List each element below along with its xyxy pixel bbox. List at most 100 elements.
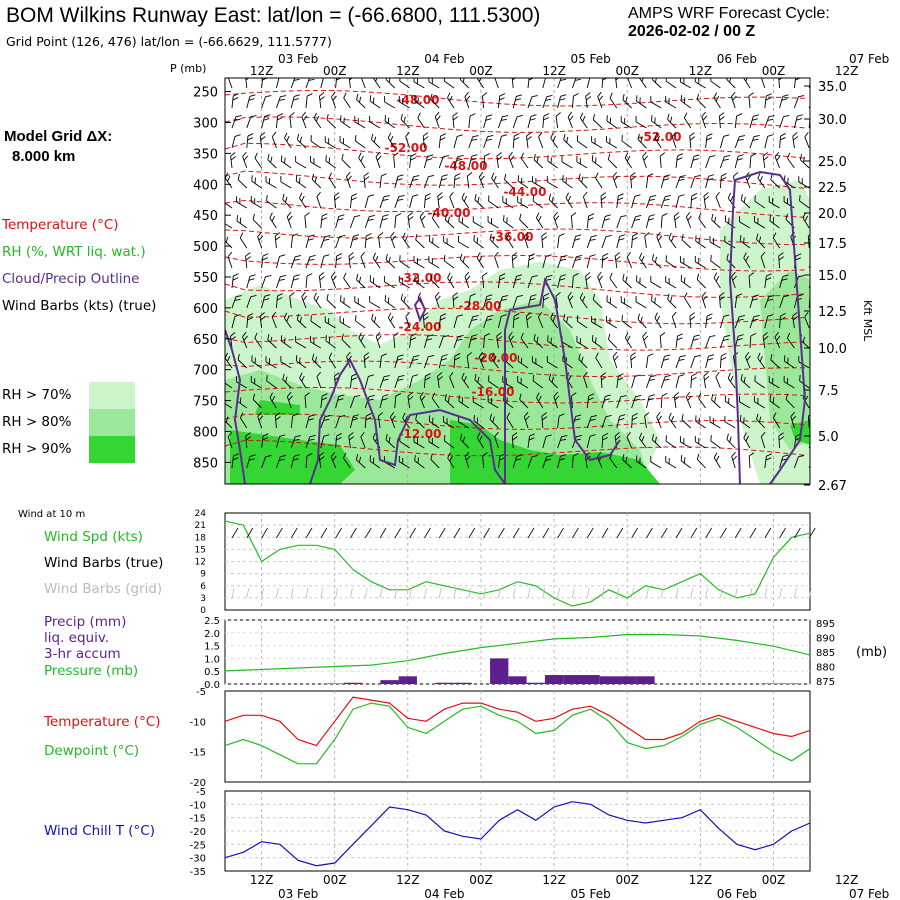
wind-barb-flag: [269, 212, 273, 219]
wind-barb-flag: [254, 332, 258, 339]
wind-barb: [431, 212, 440, 229]
wind-barb-staff: [517, 381, 529, 389]
wind-barb: [724, 215, 736, 229]
wind-barb-flag: [299, 372, 303, 379]
wind-barb-staff: [624, 337, 632, 349]
bottom-date-label: 06 Feb: [717, 887, 757, 900]
wind-barb-staff: [488, 200, 499, 209]
wind-barb: [371, 133, 381, 149]
wind-barb: [488, 195, 499, 209]
wind-barb-flag: [520, 378, 522, 384]
wind-barb-flag: [528, 257, 535, 261]
wind-barb: [616, 373, 624, 389]
wind-barb-staff: [585, 276, 588, 289]
wind-barb: [764, 273, 772, 289]
wind-barb-flag: [530, 114, 537, 117]
wind-barb-flag: [353, 414, 359, 417]
wind-barb-staff: [725, 220, 736, 229]
wind-barb-flag: [311, 173, 315, 180]
wind-barb-true: [364, 527, 372, 539]
wind-barb: [438, 335, 450, 349]
wind-barb-flag: [594, 318, 596, 324]
wind-barb-flag: [466, 352, 472, 357]
wind-barb-flag: [247, 313, 254, 317]
wind-barb-flag: [665, 275, 667, 282]
wind-barb-flag: [636, 95, 638, 102]
wind-barb-flag: [480, 355, 485, 361]
wind-barb-flag: [555, 112, 561, 117]
wind-barb: [453, 314, 463, 329]
wind-barb: [502, 196, 514, 209]
wind-barb-flag: [397, 354, 404, 357]
wind-barb-staff: [405, 136, 411, 149]
wind-barb: [668, 232, 677, 249]
wind-barb-flag: [729, 436, 732, 443]
wind-barb-staff: [527, 276, 533, 289]
wind-barb: [542, 293, 550, 309]
wind-barb: [394, 375, 405, 389]
wind-barb-staff: [557, 276, 561, 289]
wind-barb-staff: [259, 316, 263, 329]
wind-barb-flag: [703, 192, 709, 197]
wind-barb: [642, 151, 648, 169]
wind-barb-staff: [227, 78, 233, 89]
wind-barb: [310, 336, 322, 349]
wind-barb-flag: [779, 316, 786, 321]
wind-barb-flag: [613, 175, 619, 181]
wind-barb: [710, 434, 721, 449]
wind-barb-flag: [553, 211, 558, 217]
wind-barb-staff: [557, 436, 563, 449]
pressure-tick-label: 890: [816, 633, 835, 644]
precip-bar: [636, 676, 655, 684]
wind-barb-flag: [284, 132, 288, 139]
temperature-contour: [225, 116, 806, 133]
wind-barb-grid: [660, 587, 664, 599]
wind-barb: [254, 152, 262, 169]
top-date-label: 07 Feb: [849, 52, 889, 66]
wind-barb: [289, 292, 295, 309]
wind-barb-flag: [487, 216, 489, 222]
wind-barb: [261, 294, 271, 309]
wind-barb-staff: [265, 361, 277, 369]
wind-barb: [483, 114, 493, 129]
wind-barb-flag: [643, 155, 648, 161]
wind-barb: [413, 436, 425, 449]
wind-barb-staff: [476, 437, 484, 449]
wind-barb: [719, 155, 731, 169]
wind-barb-staff: [251, 201, 262, 209]
wind-barb: [665, 275, 677, 289]
wind-barb-flag: [772, 217, 775, 224]
wind-barb-staff: [452, 116, 455, 129]
wind-barb: [650, 276, 662, 289]
wind-barb-staff: [399, 281, 410, 289]
wind-barb-staff: [385, 259, 396, 269]
wind-barb: [779, 294, 790, 309]
wind-barb-flag: [359, 96, 362, 103]
wind-barb: [305, 414, 315, 429]
wind-barb: [779, 94, 789, 109]
wind-barb-flag: [546, 454, 553, 458]
wind-barb-flag: [509, 155, 515, 161]
height-tick-label: 25.0: [818, 155, 847, 170]
wind-barb-staff: [644, 416, 647, 429]
wind-barb-staff: [394, 216, 397, 229]
wind-barb: [799, 195, 810, 209]
wind-barb-true: [764, 527, 772, 539]
wind-barb: [684, 292, 692, 309]
wind-barb-flag: [715, 275, 720, 282]
wind-barb-staff: [757, 177, 766, 189]
wind-barb-grid: [542, 587, 546, 599]
wind-barb-flag: [424, 197, 431, 201]
wind-barb-flag: [778, 436, 785, 441]
wind-barb-staff: [512, 316, 515, 329]
wind-barb: [621, 135, 632, 149]
wind-barb-flag: [639, 252, 643, 259]
wind-barb-flag: [573, 452, 579, 457]
wind-barb-flag: [719, 292, 725, 297]
wind-barb-true: [601, 527, 609, 539]
wind-barb-flag: [419, 211, 425, 218]
wind-barb-staff: [585, 96, 588, 109]
wind-barb-flag: [257, 231, 262, 237]
wind-barb-flag: [247, 137, 254, 141]
wind-barb-staff: [428, 261, 440, 269]
